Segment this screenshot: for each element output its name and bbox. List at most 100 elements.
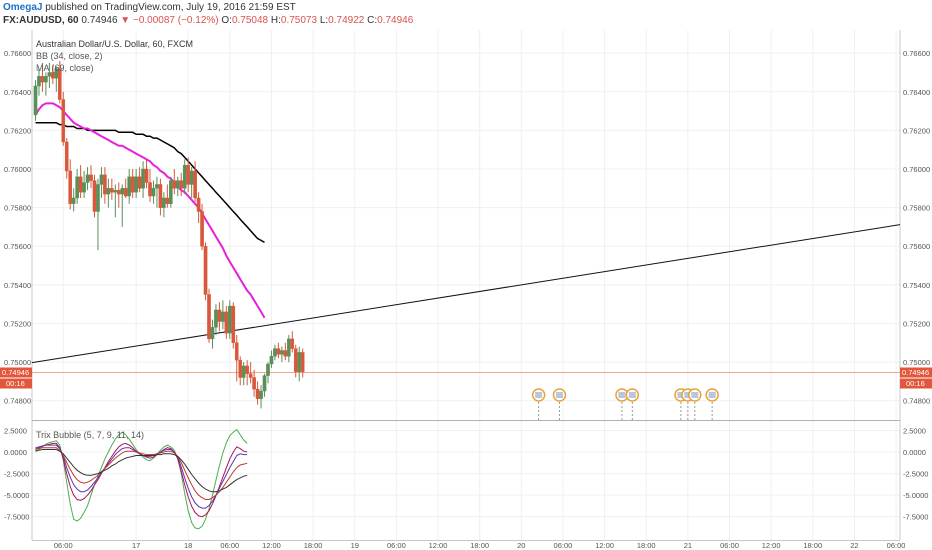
last-price: 0.74946	[81, 15, 118, 26]
candle	[120, 184, 125, 227]
candle-body	[175, 180, 180, 189]
candle	[134, 169, 138, 198]
candle-body	[110, 188, 114, 193]
candle-body	[182, 164, 187, 189]
candle-body	[99, 174, 104, 185]
bb-legend[interactable]: BB (34, close, 2)	[36, 51, 103, 61]
candle	[151, 180, 156, 204]
candle-body	[241, 365, 246, 378]
trix-tick-label: -5.0000	[4, 491, 29, 500]
trix-line	[35, 428, 248, 530]
candle	[40, 62, 45, 92]
candle	[175, 176, 180, 197]
price-tag-left-text: 0.74946	[2, 368, 29, 377]
candle-body	[245, 365, 249, 374]
x-tick-label: 21	[684, 541, 692, 550]
event-flag-icon	[552, 388, 567, 420]
candle	[262, 373, 267, 397]
x-tick-label: 12:00	[262, 541, 281, 550]
candle-body	[287, 338, 291, 357]
economic-events[interactable]	[531, 388, 719, 420]
candle	[64, 138, 69, 179]
candle-body	[85, 174, 90, 183]
candle-body	[82, 182, 86, 193]
candle-body	[283, 350, 288, 357]
candle	[287, 335, 291, 363]
trix-tick-label: -7.5000	[903, 513, 928, 522]
candle	[217, 302, 222, 332]
candle	[141, 161, 145, 198]
candle	[228, 300, 232, 339]
price-axis-left[interactable]: 0.76600 0.76400 0.76200 0.76000 0.75800 0.756…	[4, 49, 31, 406]
trendline[interactable]	[31, 224, 901, 364]
trix-tick-label: -7.5000	[4, 513, 29, 522]
y-tick-label: 0.75200	[4, 319, 31, 328]
candle	[280, 346, 284, 363]
candle	[231, 302, 236, 349]
candle-body	[123, 188, 128, 197]
trix-axis-right: 2.5000 0.0000 -2.5000 -5.0000 -7.5000	[903, 426, 928, 521]
event-flag-icon	[625, 388, 640, 420]
candle	[283, 342, 288, 361]
bb-basis-line	[35, 121, 265, 244]
candle-body	[116, 190, 121, 195]
candle	[75, 169, 79, 204]
candle-body	[75, 176, 79, 199]
candle-body	[172, 180, 177, 189]
event-flag	[535, 392, 543, 398]
candle	[214, 304, 218, 336]
candle	[266, 362, 270, 384]
candle	[144, 159, 149, 189]
candle	[182, 159, 187, 195]
candlestick-series[interactable]	[33, 60, 305, 409]
author-name[interactable]: OmegaJ	[3, 2, 43, 13]
high-value: 0.75073	[280, 15, 318, 26]
ma-line	[34, 102, 266, 319]
event-flag	[691, 392, 699, 398]
candle-body	[276, 348, 281, 355]
candle-body	[158, 184, 163, 208]
candle	[68, 159, 72, 210]
y-tick-label: 0.76400	[4, 88, 31, 97]
candle-body	[269, 356, 274, 365]
candle-body	[238, 359, 243, 378]
candle-body	[141, 168, 145, 189]
x-tick-label: 19	[351, 541, 359, 550]
candle-body	[78, 176, 83, 193]
candle	[33, 80, 38, 121]
candle	[203, 242, 208, 301]
symbol-line: FX:AUDUSD, 60 0.74946 ▼ −0.00087 (−0.12%…	[3, 14, 413, 27]
candle	[113, 184, 118, 218]
y-tick-label: 0.75400	[4, 281, 31, 290]
time-axis[interactable]: 06:00 17 18 06:00 12:00 18:00 19 06:00 12:00 18:0…	[54, 541, 906, 550]
candle	[238, 356, 243, 386]
candle-body	[300, 352, 305, 372]
trix-series	[35, 428, 248, 530]
candle-body	[165, 197, 170, 204]
candle-body	[280, 350, 284, 355]
trix-line	[35, 444, 248, 509]
candle-body	[113, 190, 118, 193]
candle-body	[47, 72, 52, 77]
candle-body	[297, 352, 302, 372]
trix-legend[interactable]: Trix Bubble (5, 7, 9, 11, 14)	[36, 430, 144, 440]
ma-legend[interactable]: MA (69, close)	[36, 63, 94, 73]
candle-body	[96, 184, 100, 212]
x-tick-label: 06:00	[887, 541, 906, 550]
trix-tick-label: 2.5000	[903, 426, 926, 435]
y-tick-label: 0.75400	[903, 281, 930, 290]
candle-body	[217, 309, 222, 322]
candle	[172, 169, 177, 195]
candle	[47, 62, 52, 88]
price-axis-right[interactable]: 0.76600 0.76400 0.76200 0.76000 0.75800 0.756…	[903, 49, 930, 406]
price-change: −0.00087 (−0.12%)	[132, 15, 219, 26]
y-tick-label: 0.76400	[903, 88, 930, 97]
candle-body	[252, 377, 256, 390]
y-tick-label: 0.74800	[903, 397, 930, 406]
candle	[44, 72, 48, 96]
candle-body	[137, 176, 142, 189]
candle-body	[179, 180, 184, 189]
candle-body	[64, 141, 69, 172]
candle	[207, 288, 211, 343]
